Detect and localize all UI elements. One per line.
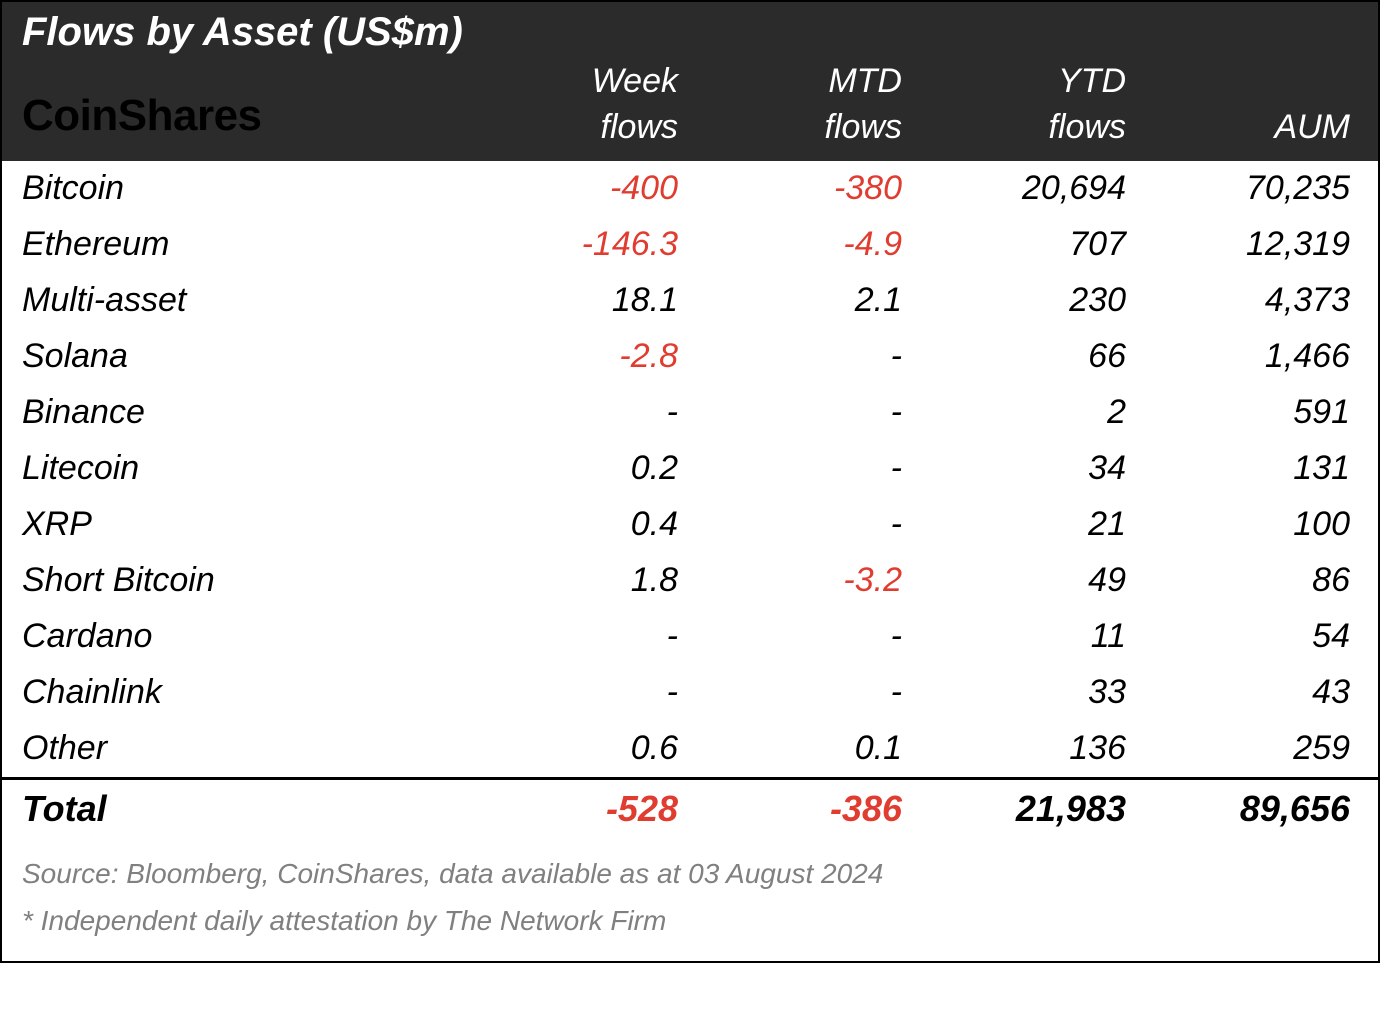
asset-name: Solana — [22, 337, 462, 376]
table-row: Chainlink--3343 — [2, 665, 1378, 721]
ytd-flows: 49 — [910, 561, 1134, 600]
aum: 4,373 — [1134, 281, 1358, 320]
table-body: Bitcoin-400-38020,69470,235Ethereum-146.… — [2, 161, 1378, 777]
week-flows: 0.2 — [462, 449, 686, 488]
aum: 86 — [1134, 561, 1358, 600]
table-row: Binance--2591 — [2, 385, 1378, 441]
table-row: Bitcoin-400-38020,69470,235 — [2, 161, 1378, 217]
week-flows: - — [462, 673, 686, 712]
asset-name: Litecoin — [22, 449, 462, 488]
asset-name: Chainlink — [22, 673, 462, 712]
table-header: Flows by Asset (US$m) CoinShares Week fl… — [2, 2, 1378, 161]
col-header-aum: AUM — [1134, 59, 1358, 151]
table-row: Multi-asset18.12.12304,373 — [2, 273, 1378, 329]
ytd-flows: 66 — [910, 337, 1134, 376]
table-row: Other0.60.1136259 — [2, 721, 1378, 777]
ytd-flows: 11 — [910, 617, 1134, 656]
ytd-flows: 33 — [910, 673, 1134, 712]
ytd-flows: 21 — [910, 505, 1134, 544]
footer-attestation: * Independent daily attestation by The N… — [22, 897, 1358, 945]
total-mtd: -386 — [686, 788, 910, 830]
asset-name: Multi-asset — [22, 281, 462, 320]
week-flows: -2.8 — [462, 337, 686, 376]
ytd-flows: 136 — [910, 729, 1134, 768]
flows-table: Flows by Asset (US$m) CoinShares Week fl… — [0, 0, 1380, 963]
aum: 131 — [1134, 449, 1358, 488]
mtd-flows: - — [686, 673, 910, 712]
asset-name: Binance — [22, 393, 462, 432]
ytd-flows: 34 — [910, 449, 1134, 488]
asset-name: Ethereum — [22, 225, 462, 264]
logo-cell: CoinShares — [22, 81, 462, 151]
total-label: Total — [22, 788, 462, 830]
aum: 259 — [1134, 729, 1358, 768]
aum: 70,235 — [1134, 169, 1358, 208]
asset-name: Short Bitcoin — [22, 561, 462, 600]
mtd-flows: 0.1 — [686, 729, 910, 768]
asset-name: Other — [22, 729, 462, 768]
table-row: Short Bitcoin1.8-3.24986 — [2, 553, 1378, 609]
mtd-flows: - — [686, 337, 910, 376]
week-flows: 0.4 — [462, 505, 686, 544]
mtd-flows: 2.1 — [686, 281, 910, 320]
col-header-ytd: YTD flows — [910, 59, 1134, 151]
asset-name: XRP — [22, 505, 462, 544]
mtd-flows: - — [686, 617, 910, 656]
asset-name: Bitcoin — [22, 169, 462, 208]
aum: 591 — [1134, 393, 1358, 432]
ytd-flows: 2 — [910, 393, 1134, 432]
mtd-flows: - — [686, 505, 910, 544]
mtd-flows: -4.9 — [686, 225, 910, 264]
week-flows: 0.6 — [462, 729, 686, 768]
table-footer: Source: Bloomberg, CoinShares, data avai… — [2, 838, 1378, 961]
coinshares-logo: CoinShares — [22, 91, 262, 141]
aum: 1,466 — [1134, 337, 1358, 376]
week-flows: -400 — [462, 169, 686, 208]
header-row: CoinShares Week flows MTD flows YTD flow… — [22, 59, 1358, 151]
table-title: Flows by Asset (US$m) — [22, 10, 1358, 55]
week-flows: 1.8 — [462, 561, 686, 600]
table-row: Solana-2.8-661,466 — [2, 329, 1378, 385]
col-header-mtd: MTD flows — [686, 59, 910, 151]
footer-source: Source: Bloomberg, CoinShares, data avai… — [22, 850, 1358, 898]
total-row: Total -528 -386 21,983 89,656 — [2, 777, 1378, 838]
mtd-flows: -380 — [686, 169, 910, 208]
table-row: Litecoin0.2-34131 — [2, 441, 1378, 497]
table-row: Cardano--1154 — [2, 609, 1378, 665]
ytd-flows: 707 — [910, 225, 1134, 264]
mtd-flows: -3.2 — [686, 561, 910, 600]
mtd-flows: - — [686, 449, 910, 488]
asset-name: Cardano — [22, 617, 462, 656]
aum: 100 — [1134, 505, 1358, 544]
table-row: Ethereum-146.3-4.970712,319 — [2, 217, 1378, 273]
week-flows: 18.1 — [462, 281, 686, 320]
col-header-week: Week flows — [462, 59, 686, 151]
table-row: XRP0.4-21100 — [2, 497, 1378, 553]
ytd-flows: 230 — [910, 281, 1134, 320]
total-ytd: 21,983 — [910, 788, 1134, 830]
aum: 12,319 — [1134, 225, 1358, 264]
week-flows: - — [462, 617, 686, 656]
total-aum: 89,656 — [1134, 788, 1358, 830]
total-week: -528 — [462, 788, 686, 830]
aum: 54 — [1134, 617, 1358, 656]
ytd-flows: 20,694 — [910, 169, 1134, 208]
week-flows: - — [462, 393, 686, 432]
aum: 43 — [1134, 673, 1358, 712]
week-flows: -146.3 — [462, 225, 686, 264]
mtd-flows: - — [686, 393, 910, 432]
